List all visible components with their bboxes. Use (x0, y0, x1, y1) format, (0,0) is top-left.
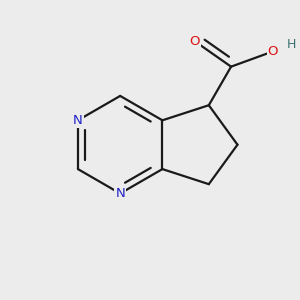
Text: H: H (287, 38, 296, 50)
Text: O: O (268, 45, 278, 58)
Text: O: O (189, 34, 200, 48)
Text: N: N (115, 187, 125, 200)
Text: N: N (73, 114, 83, 127)
